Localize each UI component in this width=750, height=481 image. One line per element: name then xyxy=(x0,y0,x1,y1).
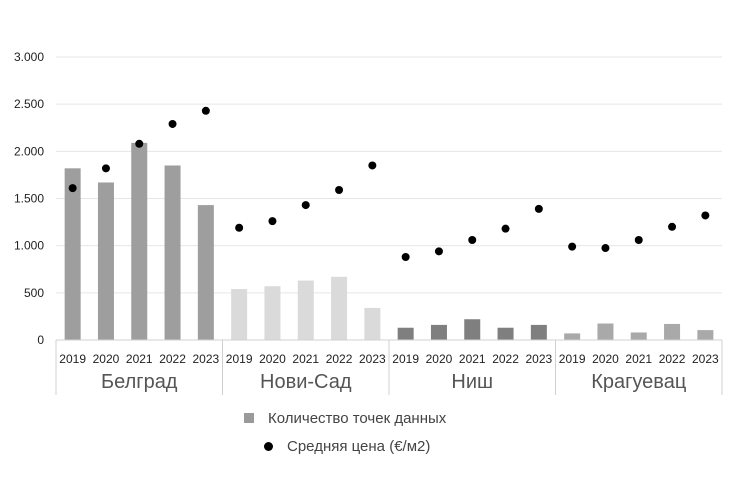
price-point xyxy=(368,161,377,170)
y-tick-label: 3.000 xyxy=(14,50,44,64)
data-bar xyxy=(464,319,481,340)
data-bar xyxy=(164,165,181,340)
legend: Количество точек данных Средняя цена (€/… xyxy=(240,404,446,460)
price-point xyxy=(534,204,543,213)
price-point xyxy=(68,184,77,193)
price-point xyxy=(501,224,510,233)
price-point xyxy=(468,236,477,245)
x-tick-label: 2019 xyxy=(559,352,586,366)
data-bar xyxy=(231,289,248,340)
price-point xyxy=(434,247,443,256)
x-tick-label: 2021 xyxy=(625,352,652,366)
price-point xyxy=(268,217,277,226)
city-label: Белград xyxy=(101,371,178,393)
price-point xyxy=(335,186,344,195)
x-tick-label: 2023 xyxy=(359,352,386,366)
x-tick-label: 2023 xyxy=(525,352,552,366)
data-bar xyxy=(97,182,114,340)
data-bar xyxy=(264,286,281,340)
city-label: Ниш xyxy=(451,371,493,393)
y-axis-ticks: 0 500 1.000 1.500 2.000 2.500 3.000 xyxy=(14,50,44,347)
data-bar xyxy=(664,323,681,340)
x-tick-label: 2020 xyxy=(93,352,120,366)
data-bar xyxy=(131,142,148,340)
x-tick-label: 2020 xyxy=(426,352,453,366)
city-label: Крагуевац xyxy=(591,371,686,393)
legend-item-prices: Средняя цена (€/м2) xyxy=(240,432,446,460)
data-bar xyxy=(364,307,381,340)
x-tick-label: 2019 xyxy=(226,352,253,366)
price-point xyxy=(201,106,210,115)
x-tick-label: 2021 xyxy=(292,352,319,366)
x-tick-label: 2020 xyxy=(259,352,286,366)
price-point xyxy=(568,242,577,251)
legend-dot-marker xyxy=(264,441,273,451)
city-label: Нови-Сад xyxy=(260,371,352,393)
x-axis: 2019 2020 2021 2022 2023 Белград 2019 2020 2021 2… xyxy=(55,339,723,395)
price-point xyxy=(668,222,677,231)
price-point xyxy=(701,211,710,220)
price-point xyxy=(634,236,643,245)
data-bar xyxy=(564,333,581,340)
bar-series xyxy=(64,142,714,340)
y-tick-label: 500 xyxy=(24,286,44,300)
x-tick-label: 2019 xyxy=(59,352,86,366)
grid-lines xyxy=(56,56,722,341)
price-point xyxy=(301,201,310,210)
y-tick-label: 1.000 xyxy=(14,239,44,253)
x-tick-label: 2021 xyxy=(459,352,486,366)
data-bar xyxy=(497,327,514,340)
x-tick-label: 2021 xyxy=(126,352,153,366)
x-tick-label: 2019 xyxy=(392,352,419,366)
data-bar xyxy=(197,205,214,340)
price-point xyxy=(101,164,110,173)
price-point xyxy=(135,139,144,148)
data-bar xyxy=(597,323,614,340)
data-bar xyxy=(297,280,314,340)
x-tick-label: 2023 xyxy=(192,352,219,366)
x-tick-label: 2022 xyxy=(492,352,519,366)
legend-bar-label: Количество точек данных xyxy=(268,409,447,427)
legend-item-bars: Количество точек данных xyxy=(240,404,446,432)
x-tick-label: 2022 xyxy=(159,352,186,366)
data-bar xyxy=(430,324,447,340)
data-bar xyxy=(530,324,547,340)
y-tick-label: 1.500 xyxy=(14,192,44,206)
x-tick-label: 2022 xyxy=(326,352,353,366)
data-bar xyxy=(697,330,714,340)
price-point xyxy=(401,252,410,261)
data-bar xyxy=(630,332,647,340)
data-bar xyxy=(331,276,348,340)
x-tick-label: 2023 xyxy=(692,352,719,366)
data-bar xyxy=(397,327,414,340)
y-tick-label: 2.500 xyxy=(14,97,44,111)
x-tick-label: 2022 xyxy=(659,352,686,366)
price-series xyxy=(68,106,710,261)
y-tick-label: 2.000 xyxy=(14,144,44,158)
price-point xyxy=(601,244,610,253)
legend-bar-swatch xyxy=(244,413,254,423)
y-tick-label: 0 xyxy=(37,333,44,347)
data-bar xyxy=(64,168,81,340)
x-tick-label: 2020 xyxy=(592,352,619,366)
legend-dot-label: Средняя цена (€/м2) xyxy=(287,437,431,455)
price-point xyxy=(168,119,177,128)
price-point xyxy=(235,223,244,232)
